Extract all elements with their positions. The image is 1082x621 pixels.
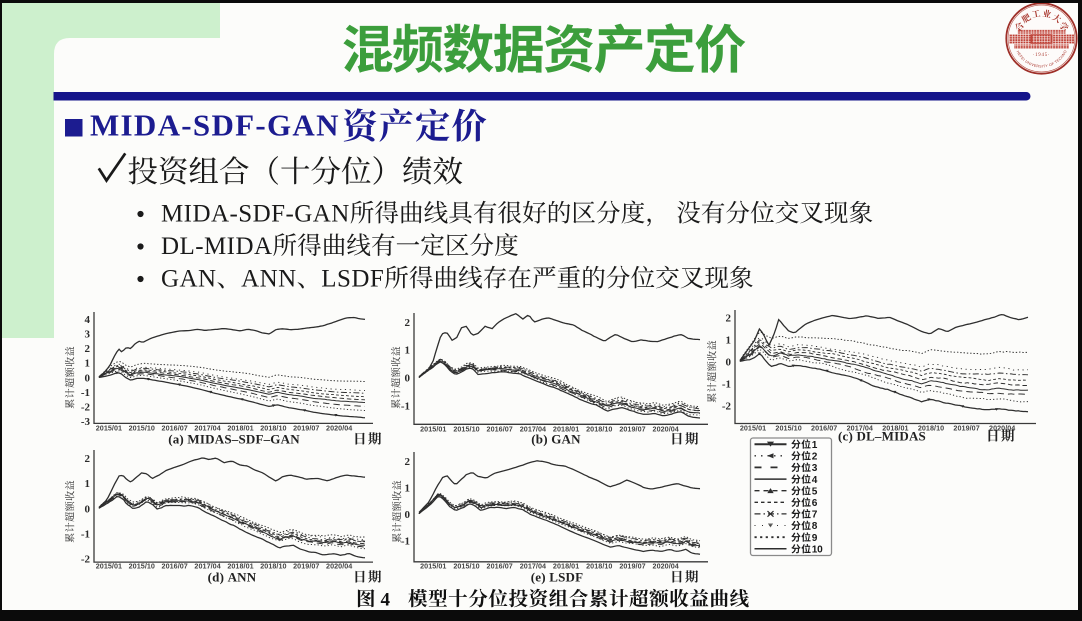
svg-text:2015/10: 2015/10 [775, 424, 801, 433]
svg-text:3: 3 [812, 463, 818, 474]
svg-text:2019/07: 2019/07 [619, 425, 645, 434]
svg-text:0: 0 [405, 509, 411, 521]
svg-text:2018/01: 2018/01 [227, 562, 253, 571]
svg-text:2: 2 [405, 456, 411, 468]
svg-text:(b) GAN: (b) GAN [531, 432, 581, 447]
svg-text:2: 2 [812, 452, 818, 463]
svg-text:-2: -2 [722, 400, 732, 412]
svg-text:4: 4 [85, 314, 91, 326]
svg-text:2015/01: 2015/01 [96, 424, 122, 433]
svg-text:(d) ANN: (d) ANN [208, 570, 257, 585]
svg-text:-3: -3 [81, 416, 91, 428]
svg-text:2019/07: 2019/07 [293, 562, 319, 571]
svg-text:2018/10: 2018/10 [918, 424, 944, 433]
svg-text:2018/01: 2018/01 [227, 424, 253, 433]
svg-text:2: 2 [85, 343, 91, 355]
svg-text:2018/10: 2018/10 [260, 562, 286, 571]
svg-text:2018/01: 2018/01 [553, 425, 579, 434]
svg-text:2020/04: 2020/04 [326, 424, 352, 433]
svg-text:2018/01: 2018/01 [882, 424, 908, 433]
svg-text:1: 1 [726, 334, 732, 346]
svg-text:2015/01: 2015/01 [740, 424, 766, 433]
svg-text:2015/10: 2015/10 [129, 424, 155, 433]
svg-text:1: 1 [405, 482, 411, 494]
svg-text:2019/07: 2019/07 [293, 424, 319, 433]
svg-text:-1: -1 [722, 378, 731, 390]
svg-text:2: 2 [85, 453, 91, 465]
svg-text:2020/04: 2020/04 [326, 562, 352, 571]
svg-text:2016/07: 2016/07 [487, 562, 513, 571]
svg-text:MIDA-SDF-GAN: MIDA-SDF-GAN [161, 201, 350, 228]
svg-text:2017/04: 2017/04 [847, 424, 873, 433]
svg-text:2016/07: 2016/07 [487, 425, 513, 434]
svg-text:0: 0 [85, 503, 91, 515]
svg-text:2018/10: 2018/10 [586, 425, 612, 434]
svg-text:0: 0 [405, 373, 411, 385]
svg-text:2018/01: 2018/01 [553, 562, 579, 571]
svg-text:2016/07: 2016/07 [162, 562, 188, 571]
svg-text:2015/01: 2015/01 [96, 562, 122, 571]
svg-text:-1: -1 [401, 401, 410, 413]
svg-text:2015/01: 2015/01 [420, 562, 446, 571]
svg-text:(c) DL–MIDAS: (c) DL–MIDAS [838, 429, 926, 444]
svg-text:2018/10: 2018/10 [260, 424, 286, 433]
svg-text:2017/04: 2017/04 [520, 425, 546, 434]
svg-text:4: 4 [381, 590, 391, 611]
svg-text:2017/04: 2017/04 [194, 424, 220, 433]
svg-text:-2: -2 [81, 554, 91, 566]
svg-text:2017/04: 2017/04 [194, 562, 220, 571]
svg-text:(a) MIDAS–SDF–GAN: (a) MIDAS–SDF–GAN [168, 432, 300, 447]
svg-text:8: 8 [812, 521, 818, 532]
svg-text:2017/04: 2017/04 [520, 562, 546, 571]
svg-text:5: 5 [812, 486, 818, 497]
svg-text:4: 4 [812, 475, 818, 486]
svg-text:9: 9 [812, 533, 818, 544]
svg-text:2016/07: 2016/07 [811, 424, 837, 433]
svg-text:LSDF: LSDF [321, 266, 384, 293]
svg-text:-1: -1 [81, 387, 90, 399]
svg-text:2016/07: 2016/07 [162, 424, 188, 433]
svg-text:1: 1 [85, 358, 91, 370]
svg-text:2015/10: 2015/10 [453, 562, 479, 571]
svg-text:3: 3 [85, 329, 91, 341]
svg-text:10: 10 [812, 545, 823, 556]
svg-text:2019/07: 2019/07 [619, 562, 645, 571]
svg-text:2015/10: 2015/10 [453, 425, 479, 434]
svg-text:2020/04: 2020/04 [989, 424, 1015, 433]
svg-text:6: 6 [812, 498, 818, 509]
svg-text:2020/04: 2020/04 [653, 562, 679, 571]
svg-text:2019/07: 2019/07 [953, 424, 979, 433]
svg-text:1: 1 [85, 478, 91, 490]
svg-text:ANN: ANN [241, 266, 297, 293]
svg-text:-2: -2 [81, 402, 91, 414]
svg-text:2015/10: 2015/10 [129, 562, 155, 571]
svg-text:2: 2 [405, 317, 411, 329]
svg-text:2015/01: 2015/01 [420, 425, 446, 434]
svg-text:2018/10: 2018/10 [586, 562, 612, 571]
svg-text:0: 0 [85, 372, 91, 384]
svg-text:7: 7 [812, 510, 818, 521]
svg-text:GAN: GAN [161, 266, 217, 293]
svg-text:1: 1 [405, 345, 411, 357]
svg-text:(e) LSDF: (e) LSDF [531, 570, 584, 585]
svg-text:1: 1 [812, 440, 818, 451]
svg-text:2020/04: 2020/04 [653, 425, 679, 434]
svg-text:MIDA-SDF-GAN: MIDA-SDF-GAN [90, 108, 340, 143]
svg-text:-1: -1 [81, 529, 90, 541]
svg-text:0: 0 [726, 356, 732, 368]
svg-text:·1945·: ·1945· [1033, 53, 1051, 58]
svg-text:2: 2 [726, 312, 732, 324]
svg-text:-1: -1 [401, 535, 410, 547]
svg-text:DL-MIDA: DL-MIDA [161, 233, 272, 260]
